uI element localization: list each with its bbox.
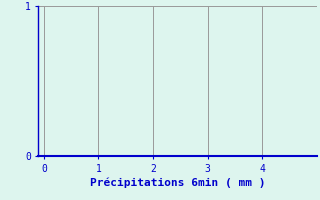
- X-axis label: Précipitations 6min ( mm ): Précipitations 6min ( mm ): [90, 178, 265, 188]
